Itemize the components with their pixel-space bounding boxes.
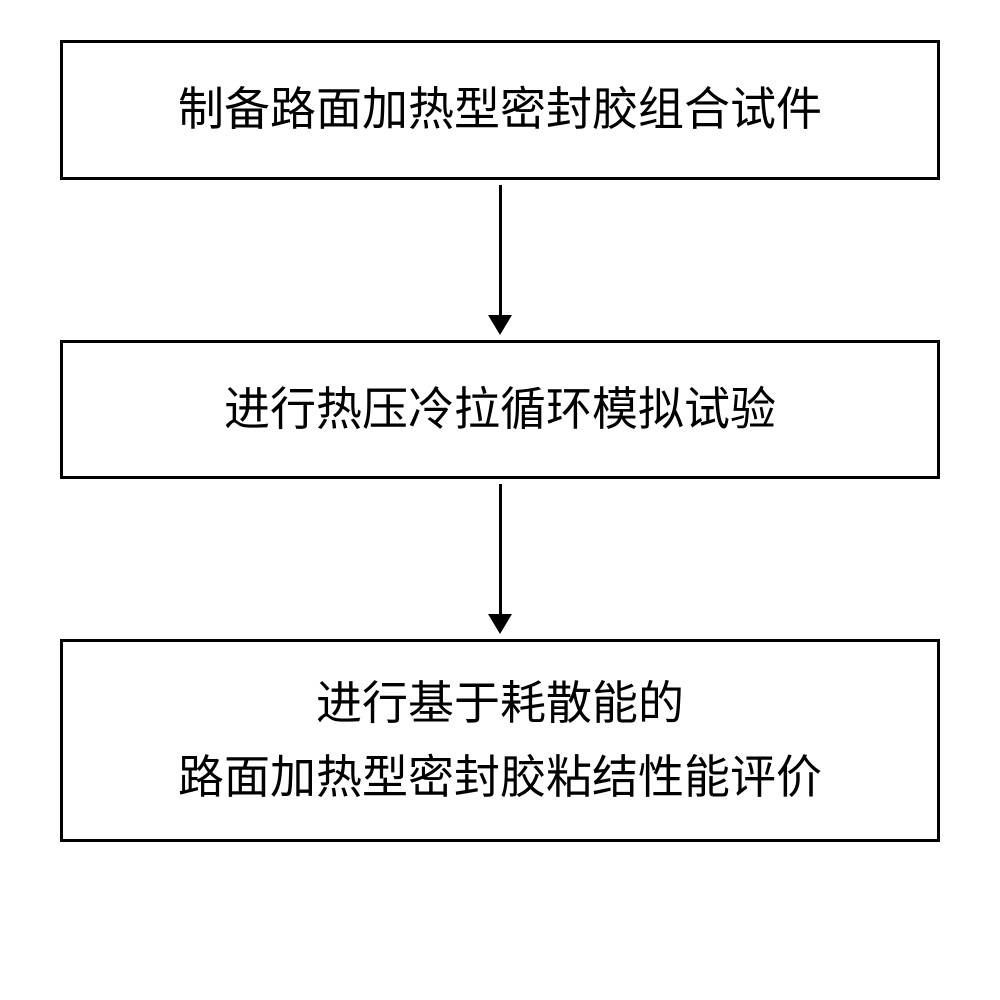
flowchart-container: 制备路面加热型密封胶组合试件 进行热压冷拉循环模拟试验 进行基于耗散能的 路面加… [60, 40, 940, 842]
step-3-label-line1: 进行基于耗散能的 [103, 667, 897, 741]
step-3-label-line2: 路面加热型密封胶粘结性能评价 [103, 741, 897, 815]
arrow-2-line [499, 484, 502, 614]
arrow-1-line [499, 185, 502, 315]
arrow-1-head [488, 315, 512, 335]
step-1-box: 制备路面加热型密封胶组合试件 [60, 40, 940, 180]
step-2-box: 进行热压冷拉循环模拟试验 [60, 340, 940, 480]
arrow-1 [488, 180, 512, 340]
step-3-box: 进行基于耗散能的 路面加热型密封胶粘结性能评价 [60, 639, 940, 842]
arrow-2 [488, 479, 512, 639]
step-1-label: 制备路面加热型密封胶组合试件 [178, 84, 822, 135]
step-2-label: 进行热压冷拉循环模拟试验 [224, 384, 776, 435]
arrow-2-head [488, 614, 512, 634]
